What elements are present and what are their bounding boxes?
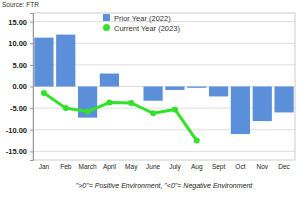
- tick: Oct: [235, 160, 245, 170]
- tick-label: Dec: [278, 163, 290, 170]
- tick-label: March: [79, 163, 97, 170]
- chart: Source: FTR -15.00 -10.00 -5.00 0.00 5.00 10.0…: [0, 0, 300, 200]
- tick: Nov: [256, 160, 268, 170]
- tick-label: Sept: [212, 163, 226, 171]
- tick-mark: [30, 151, 33, 152]
- tick-mark: [30, 130, 33, 131]
- tick-label: April: [103, 163, 117, 171]
- legend: Prior Year (2022)Current Year (2023): [103, 14, 180, 33]
- tick-label: July: [169, 163, 181, 171]
- grid-line: [33, 151, 295, 152]
- bar: [100, 74, 119, 87]
- bar: [56, 35, 75, 87]
- axis-line: [30, 14, 34, 161]
- bar: [209, 87, 228, 97]
- tick: Feb: [60, 160, 72, 170]
- tick-mark: [30, 43, 33, 44]
- grid-line: [33, 129, 295, 130]
- tick: 10.00: [8, 39, 33, 48]
- tick: -5.00: [10, 104, 33, 113]
- bar: [187, 87, 206, 88]
- tick: 5.00: [12, 61, 33, 70]
- tick-label: -10.00: [6, 126, 27, 135]
- tick: June: [146, 160, 160, 170]
- bar-series: [34, 35, 293, 134]
- bar: [253, 87, 272, 122]
- grid: [33, 22, 295, 152]
- tick: Dec: [278, 160, 290, 170]
- plot-area: [34, 35, 293, 144]
- marker: [128, 100, 134, 106]
- tick-label: June: [146, 163, 160, 170]
- tick-label: Oct: [235, 163, 245, 170]
- marker: [41, 90, 47, 96]
- tick-label: Jan: [39, 163, 50, 170]
- line: [44, 93, 197, 141]
- bar: [165, 87, 184, 90]
- tick-label: Nov: [256, 163, 268, 170]
- tick-mark: [30, 87, 33, 88]
- markers: [41, 90, 200, 144]
- legend-swatch: [103, 14, 110, 21]
- tick-label: Feb: [60, 163, 72, 170]
- tick-mark: [30, 22, 33, 23]
- tick: March: [79, 160, 97, 170]
- tick-label: 10.00: [8, 39, 27, 48]
- bar: [274, 87, 293, 113]
- tick: 15.00: [8, 18, 33, 27]
- tick: Sept: [212, 160, 226, 171]
- title: Source: FTR: [2, 1, 39, 8]
- legend-swatch: [103, 24, 110, 31]
- bar: [78, 87, 97, 118]
- tick-label: -15.00: [6, 147, 27, 156]
- legend-label: Current Year (2023): [114, 24, 180, 33]
- tick-label: Aug: [191, 163, 203, 171]
- tick-label: May: [125, 163, 138, 171]
- marker: [106, 99, 112, 105]
- tick: Aug: [191, 160, 203, 171]
- marker: [63, 105, 69, 111]
- annotation: ">0"= Positive Environment, "<0"= Negati…: [76, 182, 254, 190]
- tick-label: -5.00: [10, 104, 27, 113]
- marker: [85, 109, 91, 115]
- tick-label: 15.00: [8, 18, 27, 27]
- bar: [122, 86, 141, 87]
- tick-label: 5.00: [12, 61, 27, 70]
- tick: Jan: [39, 160, 50, 170]
- tick-label: 0.00: [12, 82, 27, 91]
- tick: April: [103, 160, 117, 171]
- marker: [194, 138, 200, 144]
- bar: [143, 87, 162, 101]
- tick: May: [125, 160, 138, 171]
- tick-mark: [30, 65, 33, 66]
- bar: [34, 38, 53, 87]
- marker: [172, 106, 178, 112]
- plot-frame: [33, 13, 295, 160]
- x-axis: Jan Feb March April May June July Aug Sept Oct Nov…: [39, 160, 291, 171]
- tick: -15.00: [6, 147, 33, 156]
- tick: -10.00: [6, 126, 33, 135]
- tick: July: [169, 160, 181, 171]
- legend-label: Prior Year (2022): [114, 14, 171, 23]
- marker: [150, 110, 156, 116]
- y-axis: -15.00 -10.00 -5.00 0.00 5.00 10.00 15.00: [6, 14, 34, 161]
- tick: 0.00: [12, 82, 33, 91]
- bar: [231, 87, 250, 135]
- tick-mark: [30, 108, 33, 109]
